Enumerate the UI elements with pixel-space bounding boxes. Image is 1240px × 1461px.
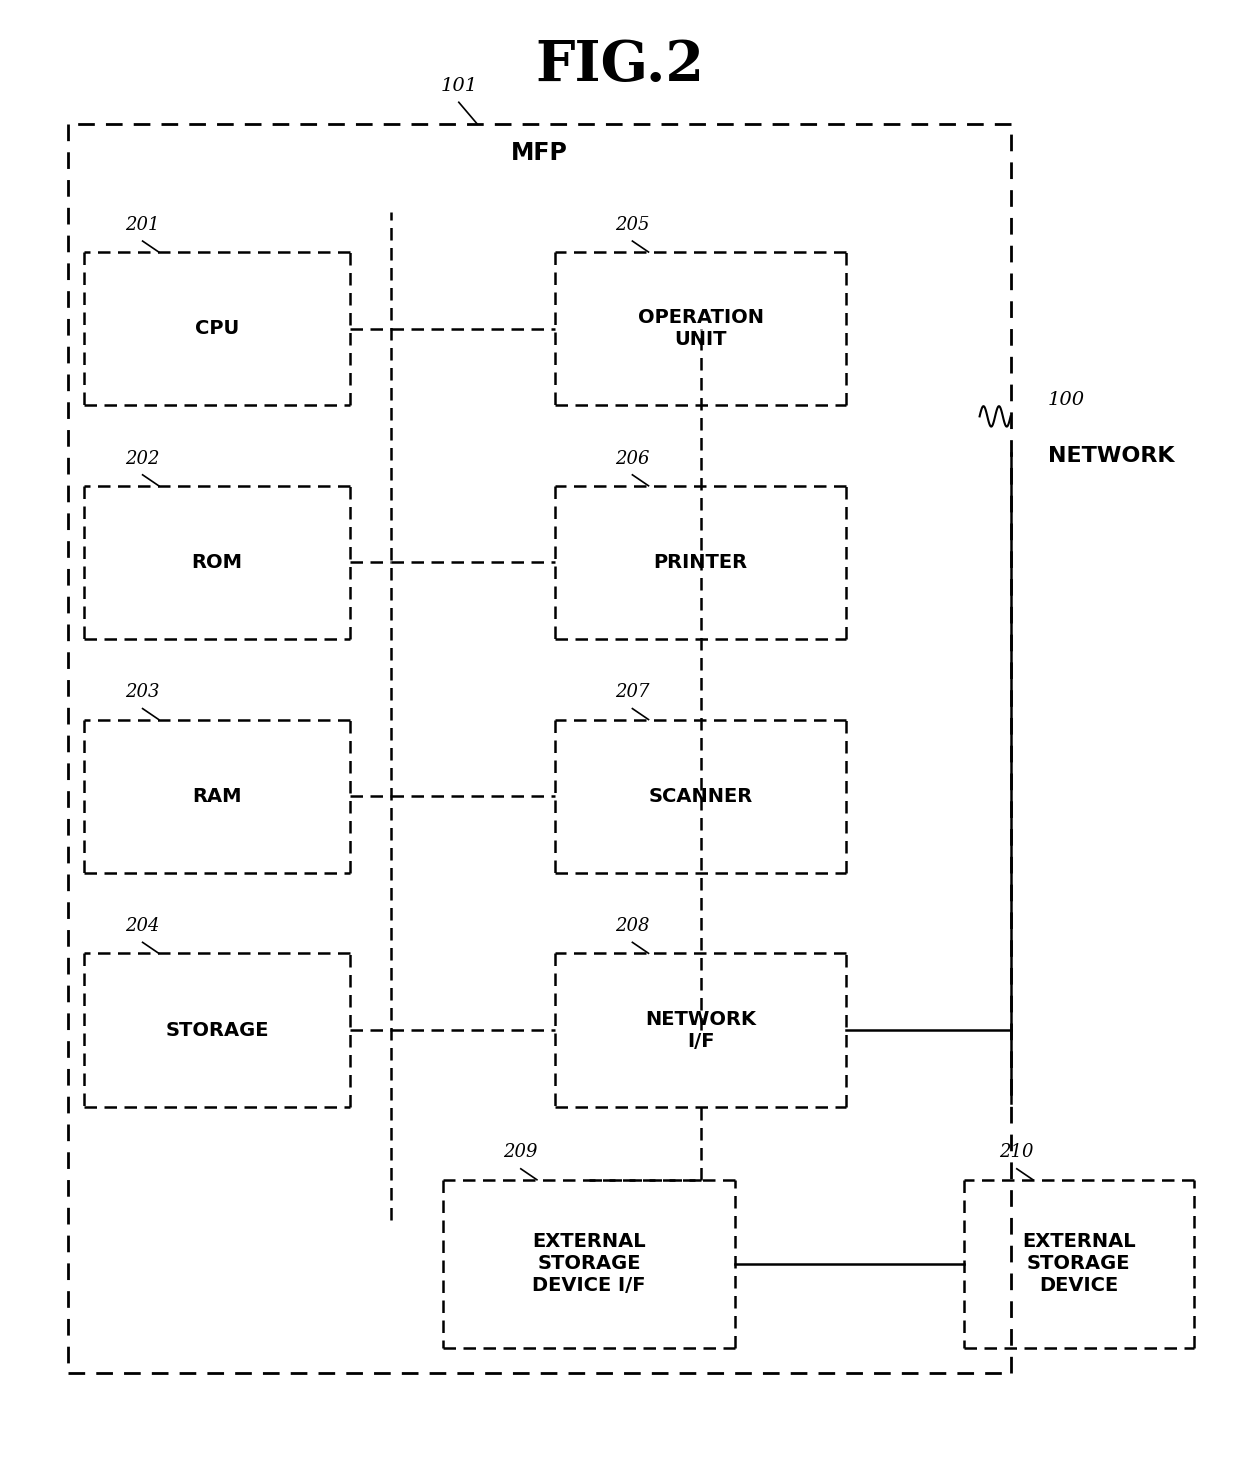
Text: 101: 101 [440,77,477,95]
Text: 100: 100 [1048,392,1085,409]
Text: 203: 203 [125,684,160,701]
Text: FIG.2: FIG.2 [536,38,704,94]
Text: 208: 208 [615,918,650,935]
Text: 202: 202 [125,450,160,468]
Text: PRINTER: PRINTER [653,552,748,573]
Text: MFP: MFP [511,142,568,165]
Text: SCANNER: SCANNER [649,786,753,806]
Text: STORAGE: STORAGE [165,1020,269,1040]
Text: 209: 209 [503,1144,538,1161]
Text: NETWORK
I/F: NETWORK I/F [645,1010,756,1050]
Text: EXTERNAL
STORAGE
DEVICE: EXTERNAL STORAGE DEVICE [1022,1232,1136,1296]
Text: 206: 206 [615,450,650,468]
Text: EXTERNAL
STORAGE
DEVICE I/F: EXTERNAL STORAGE DEVICE I/F [532,1232,646,1296]
Text: NETWORK: NETWORK [1048,446,1174,466]
Text: ROM: ROM [191,552,243,573]
Text: 210: 210 [999,1144,1034,1161]
Text: 204: 204 [125,918,160,935]
Text: RAM: RAM [192,786,242,806]
Text: OPERATION
UNIT: OPERATION UNIT [637,308,764,349]
Text: 201: 201 [125,216,160,234]
Text: 207: 207 [615,684,650,701]
Text: 205: 205 [615,216,650,234]
Text: CPU: CPU [195,318,239,339]
